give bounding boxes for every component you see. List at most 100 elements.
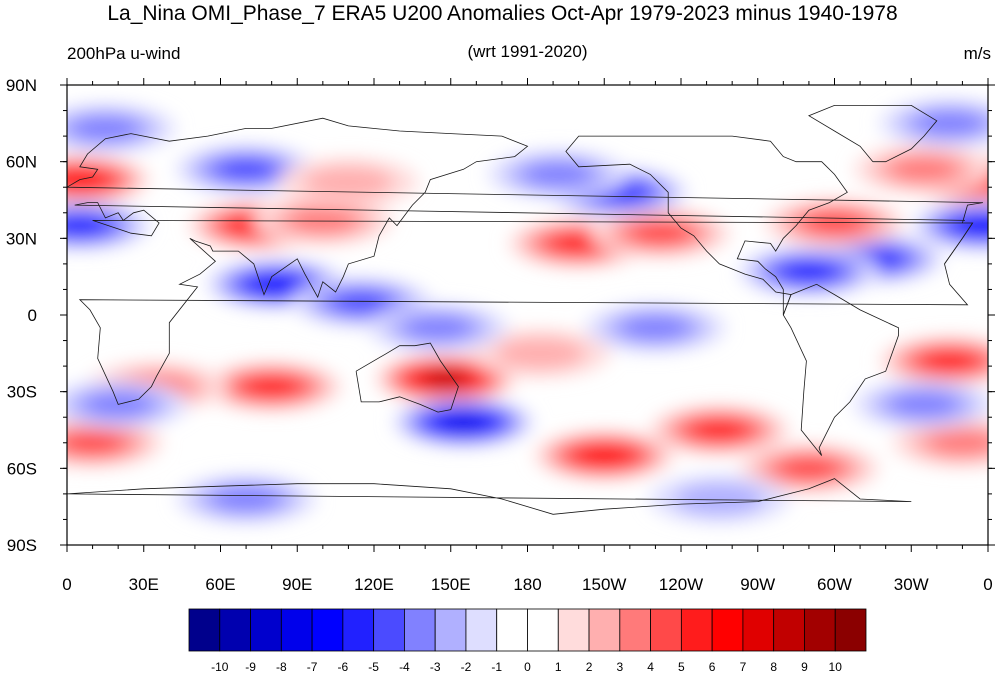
lon-label: 150W bbox=[582, 575, 626, 594]
anomaly-contour bbox=[67, 216, 105, 236]
lon-label: 60E bbox=[205, 575, 235, 594]
colorbar-swatch bbox=[311, 608, 344, 652]
figure-title: La_Nina OMI_Phase_7 ERA5 U200 Anomalies … bbox=[107, 2, 898, 25]
colorbar-swatch bbox=[342, 608, 375, 652]
colorbar-swatch bbox=[434, 608, 467, 652]
colorbar-label: -10 bbox=[211, 660, 229, 674]
colorbar-labels: -10 -9 -8 -7 -6 -5 -4 -3 -2 -1 0 1 2 3 4 5 6 7 8 9 10 bbox=[211, 660, 842, 674]
colorbar-swatch bbox=[404, 608, 436, 652]
lon-label: 60W bbox=[817, 575, 852, 594]
lon-label: 120E bbox=[354, 575, 394, 594]
anomaly-contour bbox=[523, 161, 593, 188]
anomaly-contour bbox=[924, 351, 975, 371]
anomaly-contour bbox=[553, 233, 604, 253]
colorbar-label: -6 bbox=[338, 660, 349, 674]
anomaly-contour bbox=[70, 115, 140, 142]
colorbar-label: 10 bbox=[829, 660, 843, 674]
colorbar-swatch bbox=[773, 608, 805, 652]
lat-label: 90S bbox=[7, 536, 37, 555]
anomaly-contour bbox=[332, 291, 390, 313]
colorbar-label: 4 bbox=[647, 660, 654, 674]
colorbar-label: -9 bbox=[245, 660, 256, 674]
anomaly-contour bbox=[288, 207, 358, 234]
colorbar-swatch bbox=[588, 608, 621, 652]
anomaly-contour bbox=[211, 486, 281, 512]
colorbar-label: -1 bbox=[491, 660, 502, 674]
anomaly-contour bbox=[927, 430, 988, 456]
coastlines bbox=[67, 105, 983, 515]
lon-label: 30E bbox=[129, 575, 159, 594]
colorbar-label: 9 bbox=[801, 660, 808, 674]
colorbar-label: 7 bbox=[740, 660, 747, 674]
coastline-path bbox=[782, 283, 899, 456]
anomaly-contour bbox=[620, 315, 690, 341]
colorbar-swatch bbox=[557, 608, 590, 652]
anomaly-contour bbox=[694, 420, 745, 440]
anomaly-contour bbox=[889, 391, 959, 418]
colorbar-label: 5 bbox=[678, 660, 685, 674]
anomaly-contour bbox=[254, 275, 300, 293]
axis-ticks bbox=[60, 78, 995, 552]
colorbar-label: 6 bbox=[709, 660, 716, 674]
anomaly-contour bbox=[67, 432, 122, 454]
anomaly-contour bbox=[581, 446, 627, 465]
colorbar-swatch bbox=[373, 608, 405, 652]
colorbar-swatch bbox=[527, 608, 559, 652]
lon-label: 90W bbox=[740, 575, 775, 594]
lon-label: 0 bbox=[62, 575, 71, 594]
colorbar-swatch bbox=[280, 608, 313, 652]
colorbar-label: 3 bbox=[616, 660, 623, 674]
anomaly-contour bbox=[426, 371, 465, 387]
colorbar-label: 2 bbox=[586, 660, 593, 674]
colorbar-swatch bbox=[496, 608, 528, 652]
colorbar-swatch bbox=[742, 608, 775, 652]
lat-label: 0 bbox=[28, 306, 37, 325]
colorbar-label: -5 bbox=[368, 660, 379, 674]
coastline-path bbox=[74, 202, 974, 265]
anomaly-field bbox=[67, 99, 988, 523]
anomaly-contour bbox=[303, 166, 394, 199]
units-label: m/s bbox=[963, 44, 991, 63]
anomaly-contour bbox=[674, 483, 765, 515]
anomaly-contour bbox=[443, 414, 484, 431]
lon-label: 180 bbox=[513, 575, 541, 594]
colorbar-label: -3 bbox=[430, 660, 441, 674]
anomaly-contour bbox=[631, 222, 690, 244]
coastline-path bbox=[355, 342, 459, 413]
colorbar-swatch bbox=[250, 608, 282, 652]
anomaly-contour bbox=[784, 262, 834, 282]
anomaly-contour bbox=[403, 315, 473, 341]
lon-label: 120W bbox=[659, 575, 703, 594]
lat-label: 30S bbox=[7, 383, 37, 402]
lat-label: 60N bbox=[6, 153, 37, 172]
colorbar-label: -8 bbox=[276, 660, 287, 674]
colorbar-label: 8 bbox=[770, 660, 777, 674]
coastline-path bbox=[67, 117, 983, 405]
anomaly-contour bbox=[495, 337, 586, 370]
colorbar-swatch bbox=[465, 608, 498, 652]
coastline-path bbox=[565, 135, 848, 316]
longitude-labels: 0 30E 60E 90E 120E 150E 180 150W 120W 90W 60W 30W 0 bbox=[62, 575, 992, 594]
lat-label: 90N bbox=[6, 76, 37, 95]
colorbar-swatch bbox=[804, 608, 836, 652]
colorbar-swatch bbox=[650, 608, 682, 652]
colorbar-swatch bbox=[680, 608, 713, 652]
colorbar-swatch bbox=[711, 608, 744, 652]
latitude-labels: 90N 60N 30N 0 30S 60S 90S bbox=[6, 76, 37, 555]
anomaly-contour bbox=[915, 110, 985, 136]
colorbar-swatch bbox=[188, 608, 221, 652]
anomaly-contour bbox=[960, 216, 988, 235]
colorbar-label: 1 bbox=[555, 660, 562, 674]
colorbar-swatch bbox=[834, 608, 867, 652]
anomaly-contour bbox=[217, 158, 275, 180]
anomaly-contour bbox=[889, 156, 959, 182]
anomaly-contour bbox=[246, 377, 297, 397]
lat-label: 60S bbox=[7, 459, 37, 478]
colorbar-swatch bbox=[619, 608, 651, 652]
anomaly-contour bbox=[780, 457, 838, 480]
colorbar bbox=[188, 608, 867, 652]
lat-label: 30N bbox=[6, 229, 37, 248]
lon-label: 30W bbox=[894, 575, 929, 594]
colorbar-swatch bbox=[219, 608, 251, 652]
